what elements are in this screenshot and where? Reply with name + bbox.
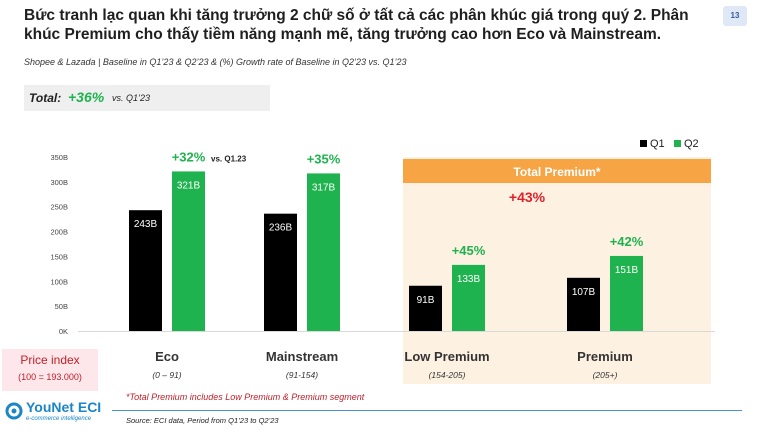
bar-label-q2: 317B [312, 182, 336, 193]
growth-label: +35% [307, 151, 341, 166]
bar-q1 [567, 277, 600, 331]
bar-label-q1: 243B [134, 219, 158, 230]
legend-swatch-q1 [640, 140, 647, 147]
y-tick-label: 150B [50, 252, 68, 261]
slide-title: Bức tranh lạc quan khi tăng trưởng 2 chữ… [24, 7, 689, 43]
logo-brand: YouNet ECI [26, 399, 102, 415]
bar-label-q2: 151B [615, 265, 639, 276]
y-tick-label: 0K [59, 327, 68, 336]
y-tick-label: 50B [55, 302, 68, 311]
bar-q2 [172, 171, 205, 331]
category-range-label: (205+) [593, 370, 618, 380]
total-label: Total: [29, 91, 62, 105]
total-comparison: vs. Q1’23 [112, 93, 151, 103]
growth-label: +42% [610, 234, 644, 249]
bar-label-q2: 321B [177, 180, 201, 191]
younet-logo: YouNet ECI e-commerce intelligence [4, 399, 134, 427]
price-index-title: Price index [20, 353, 80, 367]
price-index-box: Price index (100 = 193.000) [2, 349, 98, 391]
price-index-value: (100 = 193.000) [18, 372, 82, 382]
growth-label: +32% [172, 149, 206, 164]
category-label: Mainstream [266, 349, 338, 364]
bar-q2 [307, 173, 340, 331]
footnote: *Total Premium includes Low Premium & Pr… [126, 392, 365, 402]
legend-label-q1: Q1 [650, 138, 665, 150]
logo-tagline: e-commerce intelligence [26, 416, 92, 422]
source-note: Source: ECI data, Period from Q1’23 to Q… [126, 416, 279, 425]
page-number-badge: 13 [723, 6, 747, 26]
logo-icon [5, 402, 23, 420]
legend-swatch-q2 [674, 140, 681, 147]
y-tick-label: 350B [50, 153, 68, 162]
premium-group-label: Total Premium* [513, 165, 600, 179]
bar-q1 [409, 285, 442, 331]
category-range-label: (91-154) [286, 370, 318, 380]
growth-note: vs. Q1.23 [211, 154, 247, 163]
category-label: Low Premium [404, 349, 489, 364]
bar-q2 [610, 255, 643, 331]
category-label: Eco [155, 349, 179, 364]
premium-group-header [403, 159, 711, 183]
bar-label-q2: 133B [457, 274, 481, 285]
total-growth-box: Total: +36% vs. Q1’23 [24, 85, 270, 111]
bar-label-q1: 107B [572, 287, 596, 298]
bar-label-q1: 236B [269, 223, 293, 234]
category-range-label: (0 – 91) [152, 370, 181, 380]
legend-label-q2: Q2 [684, 138, 699, 150]
chart-subtitle: Shopee & Lazada | Baseline in Q1’23 & Q2… [24, 57, 407, 67]
footer-divider [112, 410, 742, 411]
bar-label-q1: 91B [417, 295, 435, 306]
total-growth-value: +36% [68, 89, 105, 105]
premium-group-growth: +43% [509, 189, 546, 205]
growth-label: +45% [452, 243, 486, 258]
bar-q1 [264, 213, 297, 331]
bar-q1 [129, 210, 162, 331]
y-tick-label: 250B [50, 203, 68, 212]
category-label: Premium [577, 349, 633, 364]
bar-q2 [452, 264, 485, 331]
y-tick-label: 300B [50, 178, 68, 187]
y-tick-label: 200B [50, 228, 68, 237]
y-tick-label: 100B [50, 277, 68, 286]
category-range-label: (154-205) [429, 370, 466, 380]
